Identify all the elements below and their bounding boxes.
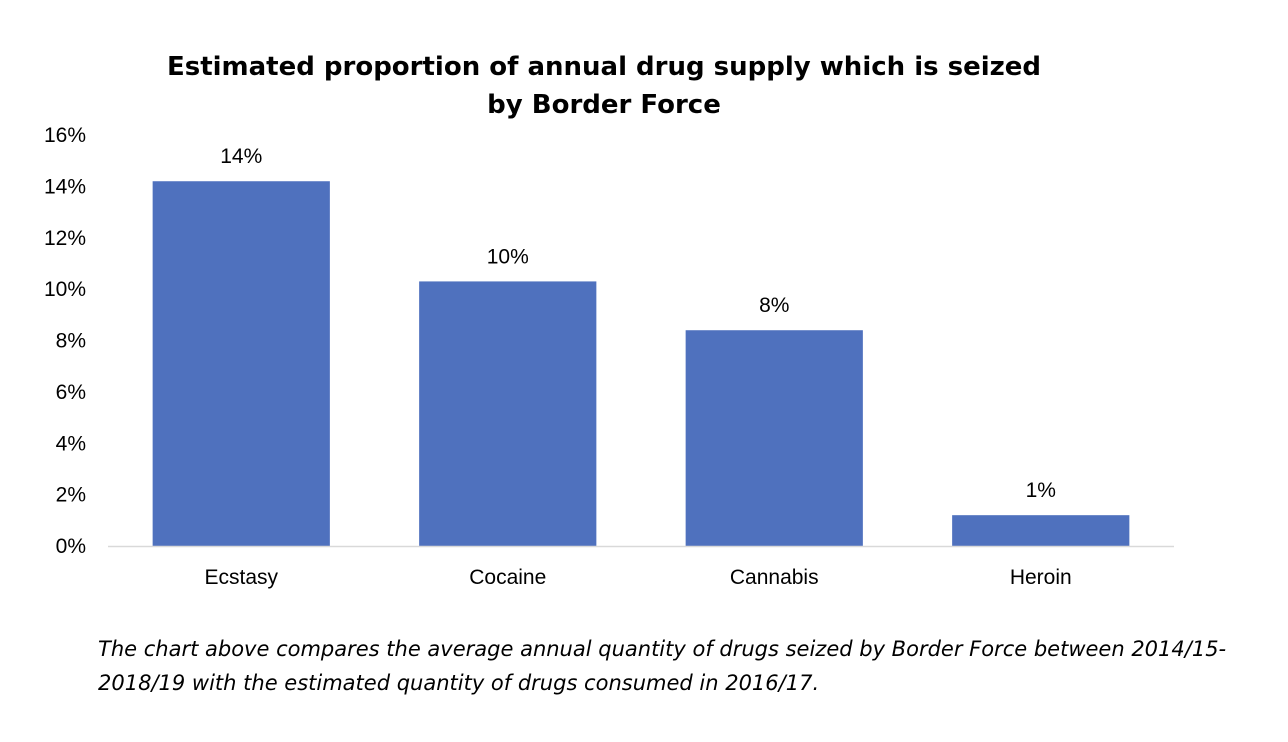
bar-cannabis [685, 330, 863, 546]
y-tick-label: 6% [56, 381, 86, 404]
y-tick-label: 16% [44, 124, 86, 147]
bar-ecstasy [152, 181, 330, 547]
data-label: 8% [759, 294, 789, 317]
x-axis-ticks: Ecstasy Cocaine Cannabis Heroin [204, 566, 1071, 589]
bar-heroin [952, 515, 1130, 546]
data-label: 1% [1026, 479, 1056, 502]
y-tick-label: 12% [44, 227, 86, 250]
bar-cocaine [419, 281, 597, 546]
y-axis-ticks: 0% 2% 4% 6% 8% 10% 12% 14% 16% [44, 124, 86, 558]
data-label: 14% [220, 145, 262, 168]
data-labels: 14% 10% 8% 1% [220, 145, 1056, 502]
y-tick-label: 10% [44, 278, 86, 301]
chart-title: Estimated proportion of annual drug supp… [166, 52, 1042, 120]
y-tick-label: 2% [56, 484, 86, 507]
x-tick-label: Cocaine [469, 566, 546, 589]
y-tick-label: 8% [56, 330, 86, 353]
bars [152, 181, 1130, 547]
chart-caption: The chart above compares the average ann… [98, 637, 1227, 695]
y-tick-label: 0% [56, 535, 86, 558]
y-tick-label: 14% [44, 175, 86, 198]
y-tick-label: 4% [56, 432, 86, 455]
data-label: 10% [487, 245, 529, 268]
x-tick-label: Cannabis [730, 566, 819, 589]
x-tick-label: Heroin [1010, 566, 1072, 589]
x-tick-label: Ecstasy [204, 566, 278, 589]
